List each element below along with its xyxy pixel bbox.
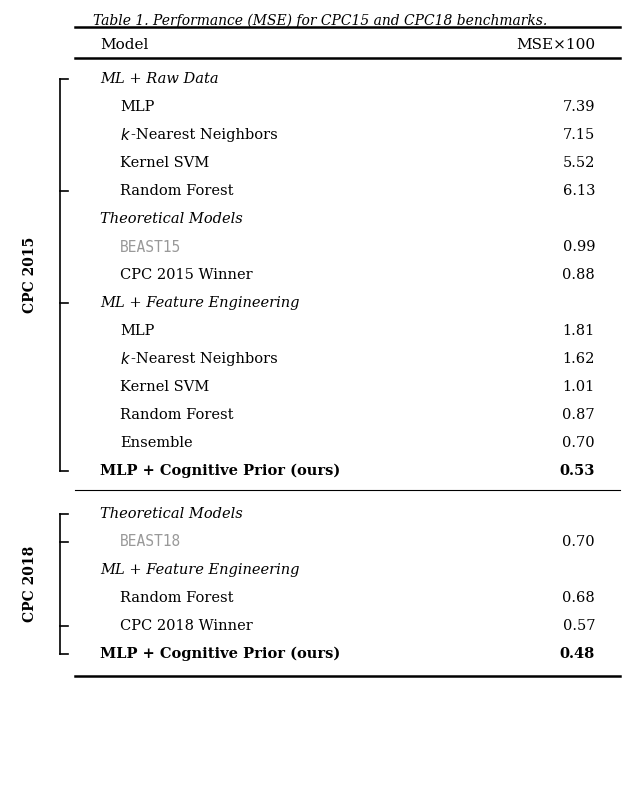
Text: BEAST15: BEAST15 — [120, 239, 181, 255]
Text: CPC 2015 Winner: CPC 2015 Winner — [120, 268, 253, 282]
Text: $k$: $k$ — [120, 127, 131, 143]
Text: MLP: MLP — [120, 100, 154, 114]
Text: Ensemble: Ensemble — [120, 436, 193, 450]
Text: 1.01: 1.01 — [563, 380, 595, 394]
Text: Theoretical Models: Theoretical Models — [100, 212, 243, 226]
Text: -Nearest Neighbors: -Nearest Neighbors — [131, 352, 278, 366]
Text: 0.70: 0.70 — [563, 436, 595, 450]
Text: 1.62: 1.62 — [563, 352, 595, 366]
Text: 0.57: 0.57 — [563, 619, 595, 633]
Text: $k$: $k$ — [120, 351, 131, 367]
Text: CPC 2015: CPC 2015 — [23, 237, 37, 313]
Text: Model: Model — [100, 38, 148, 52]
Text: 0.68: 0.68 — [563, 591, 595, 605]
Text: 7.15: 7.15 — [563, 128, 595, 142]
Text: MSE×100: MSE×100 — [516, 38, 595, 52]
Text: ML + Feature Engineering: ML + Feature Engineering — [100, 563, 300, 577]
Text: ML + Raw Data: ML + Raw Data — [100, 72, 219, 86]
Text: CPC 2018 Winner: CPC 2018 Winner — [120, 619, 253, 633]
Text: 7.39: 7.39 — [563, 100, 595, 114]
Text: Random Forest: Random Forest — [120, 184, 234, 198]
Text: 0.88: 0.88 — [563, 268, 595, 282]
Text: Kernel SVM: Kernel SVM — [120, 380, 209, 394]
Text: Random Forest: Random Forest — [120, 408, 234, 422]
Text: 0.87: 0.87 — [563, 408, 595, 422]
Text: 5.52: 5.52 — [563, 156, 595, 170]
Text: ML + Feature Engineering: ML + Feature Engineering — [100, 296, 300, 310]
Text: 0.70: 0.70 — [563, 535, 595, 549]
Text: 0.53: 0.53 — [559, 464, 595, 478]
Text: Theoretical Models: Theoretical Models — [100, 507, 243, 521]
Text: Kernel SVM: Kernel SVM — [120, 156, 209, 170]
Text: -Nearest Neighbors: -Nearest Neighbors — [131, 128, 278, 142]
Text: Table 1. Performance (MSE) for CPC15 and CPC18 benchmarks.: Table 1. Performance (MSE) for CPC15 and… — [93, 14, 547, 28]
Text: MLP + Cognitive Prior (ours): MLP + Cognitive Prior (ours) — [100, 464, 340, 478]
Text: Random Forest: Random Forest — [120, 591, 234, 605]
Text: MLP + Cognitive Prior (ours): MLP + Cognitive Prior (ours) — [100, 647, 340, 661]
Text: CPC 2018: CPC 2018 — [23, 546, 37, 622]
Text: MLP: MLP — [120, 324, 154, 338]
Text: BEAST18: BEAST18 — [120, 534, 181, 550]
Text: 0.99: 0.99 — [563, 240, 595, 254]
Text: 1.81: 1.81 — [563, 324, 595, 338]
Text: 0.48: 0.48 — [560, 647, 595, 661]
Text: 6.13: 6.13 — [563, 184, 595, 198]
